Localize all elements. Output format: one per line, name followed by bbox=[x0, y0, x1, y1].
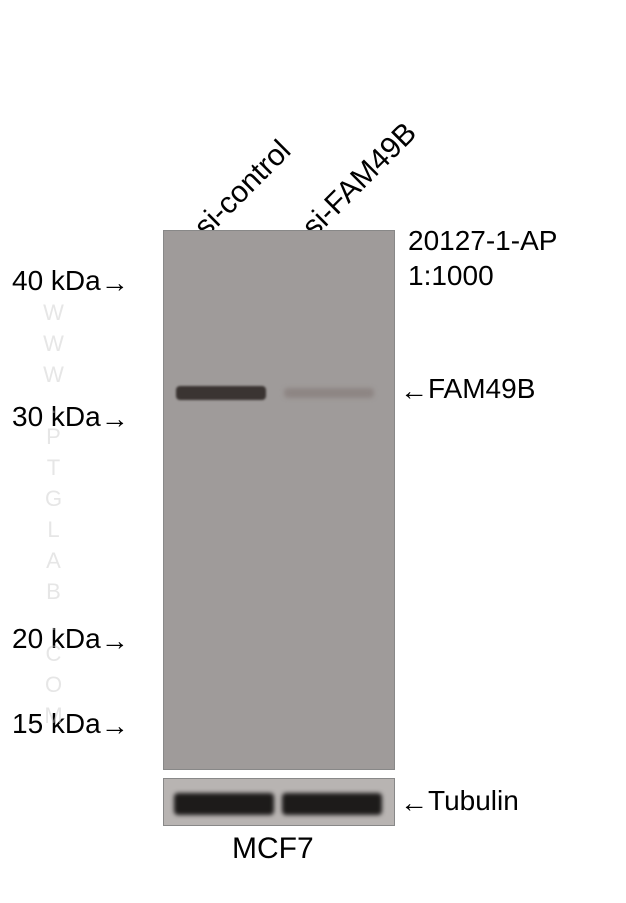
marker-20: 20 kDa→ bbox=[12, 623, 129, 657]
target-band-label: ←FAM49B bbox=[400, 373, 535, 407]
arrow-right-icon: → bbox=[101, 403, 129, 435]
arrow-right-icon: → bbox=[101, 267, 129, 299]
cell-line-label: MCF7 bbox=[232, 832, 314, 866]
arrow-right-icon: → bbox=[101, 625, 129, 657]
lane-label-control: si-control bbox=[188, 134, 298, 244]
target-name: FAM49B bbox=[428, 373, 535, 404]
loading-blot bbox=[163, 778, 395, 826]
blot-figure: si-control si-FAM49B 20127-1-AP 1:1000 4… bbox=[0, 0, 626, 903]
marker-label-text: 15 kDa bbox=[12, 708, 101, 739]
marker-40: 40 kDa→ bbox=[12, 265, 129, 299]
main-blot bbox=[163, 230, 395, 770]
loading-control-label: ←Tubulin bbox=[400, 785, 519, 819]
antibody-catalog: 20127-1-AP bbox=[408, 225, 557, 257]
arrow-left-icon: ← bbox=[400, 787, 428, 819]
blot-band bbox=[174, 793, 274, 815]
marker-15: 15 kDa→ bbox=[12, 708, 129, 742]
blot-band bbox=[284, 388, 374, 398]
loading-control-name: Tubulin bbox=[428, 785, 519, 816]
lane-label-knockdown: si-FAM49B bbox=[296, 116, 424, 244]
arrow-right-icon: → bbox=[101, 710, 129, 742]
marker-label-text: 30 kDa bbox=[12, 401, 101, 432]
watermark: WWW.PTGLAB.COM bbox=[40, 300, 66, 734]
blot-band bbox=[176, 386, 266, 400]
marker-30: 30 kDa→ bbox=[12, 401, 129, 435]
antibody-dilution: 1:1000 bbox=[408, 260, 494, 292]
marker-label-text: 20 kDa bbox=[12, 623, 101, 654]
marker-label-text: 40 kDa bbox=[12, 265, 101, 296]
blot-band bbox=[282, 793, 382, 815]
arrow-left-icon: ← bbox=[400, 375, 428, 407]
